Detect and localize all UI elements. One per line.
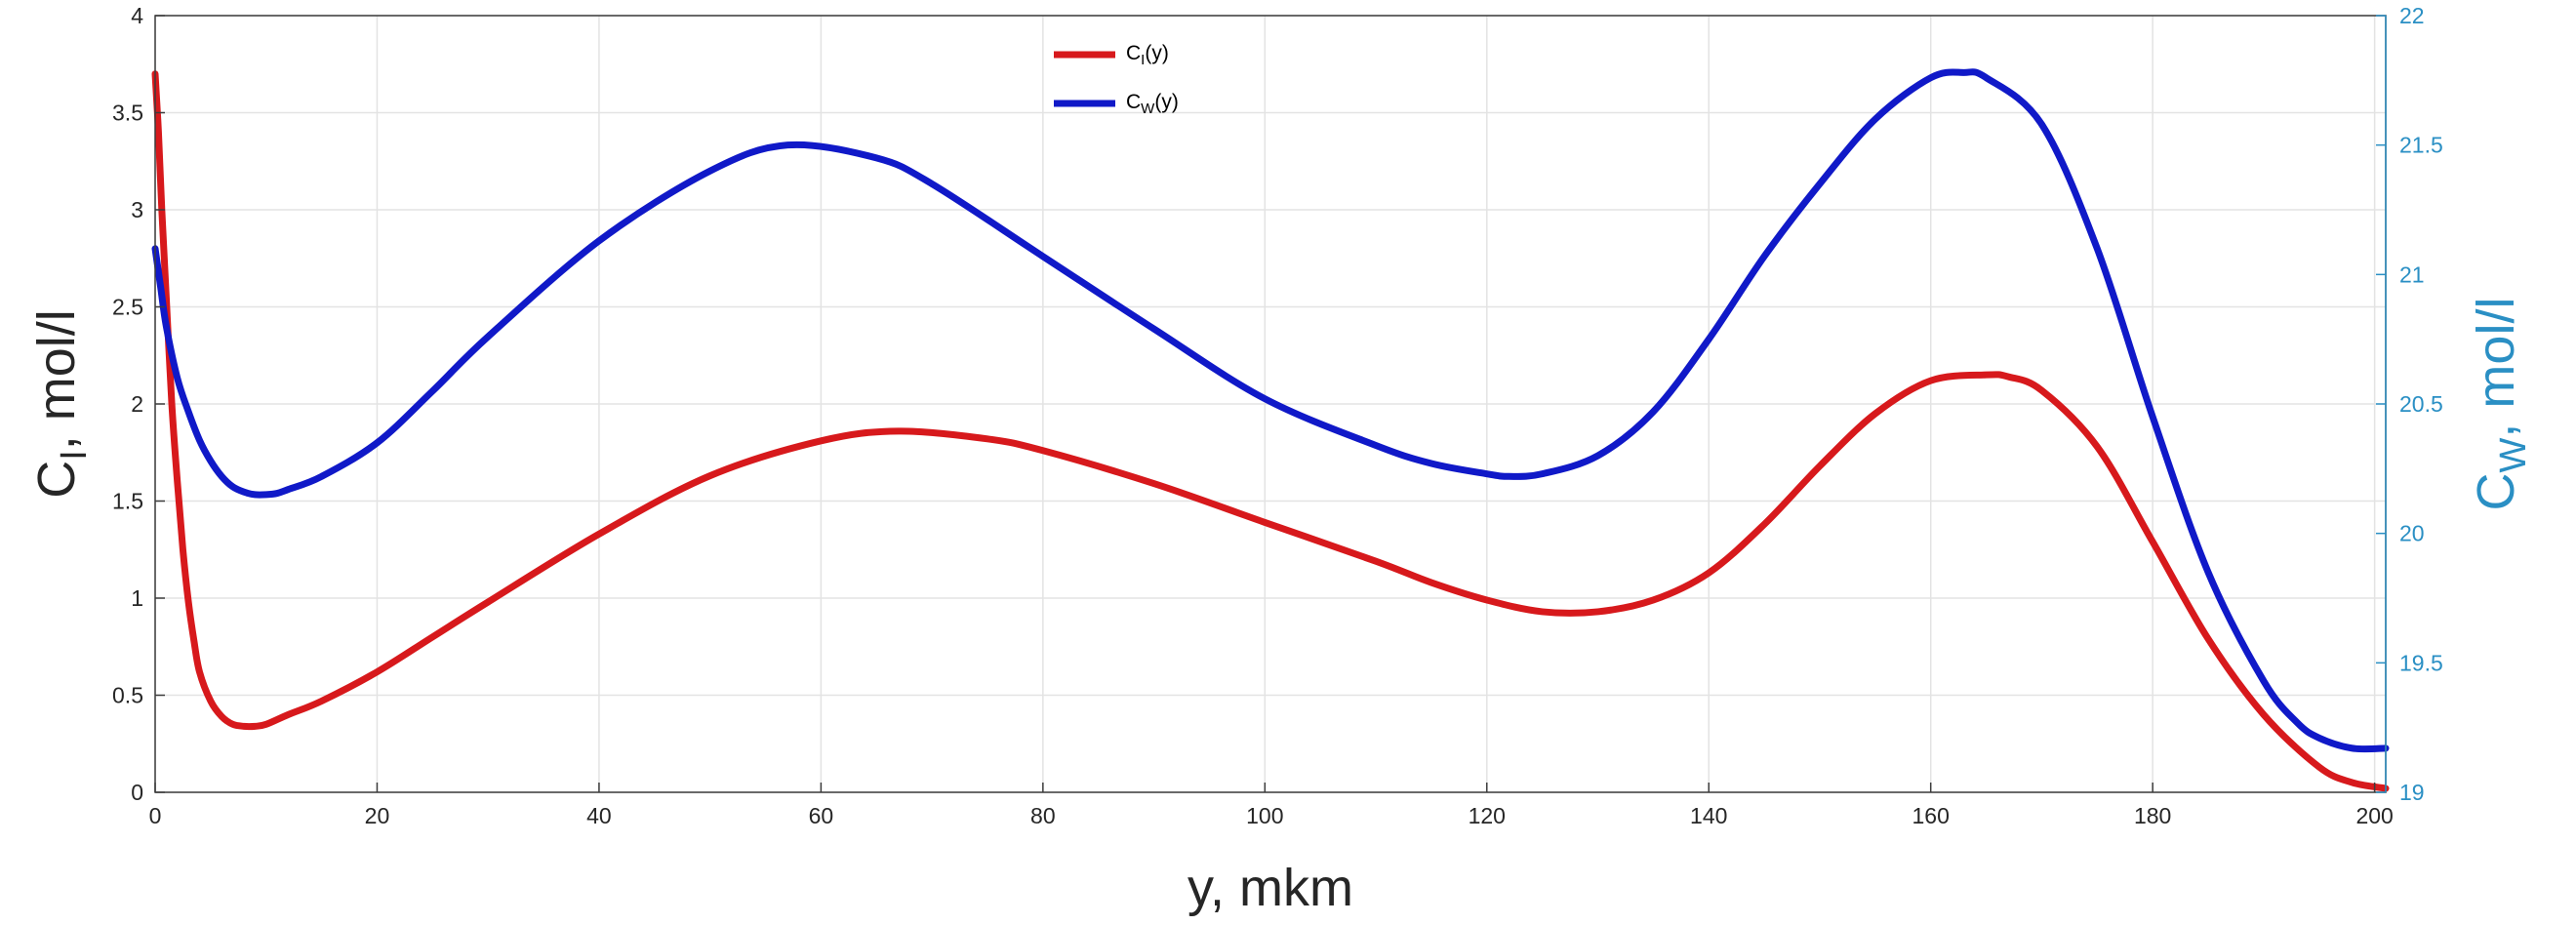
y-tick-label: 2 bbox=[131, 391, 143, 417]
y2-tick-label: 19.5 bbox=[2399, 650, 2443, 675]
y2-tick-label: 20 bbox=[2399, 521, 2425, 546]
svg-text:CW(y): CW(y) bbox=[1126, 91, 1179, 117]
y2-tick-label: 21 bbox=[2399, 261, 2425, 287]
y2-axis-label-main: C bbox=[2467, 472, 2525, 510]
y2-tick-label: 22 bbox=[2399, 3, 2425, 28]
y-axis-label-left: CI, mol/l bbox=[27, 309, 95, 499]
x-tick-label: 0 bbox=[149, 803, 162, 828]
legend-entry-ci: CI(y) bbox=[1054, 42, 1169, 68]
x-tick-label: 20 bbox=[365, 803, 390, 828]
svg-text:CW, mol/l: CW, mol/l bbox=[2467, 298, 2534, 511]
x-tick-label: 80 bbox=[1030, 803, 1056, 828]
y-axis-label-rest: , mol/l bbox=[27, 309, 86, 450]
legend-label-ci-rest: (y) bbox=[1145, 42, 1169, 64]
x-tick-label: 180 bbox=[2134, 803, 2171, 828]
axes-ticks: 0 20 40 60 80 100 120 140 160 180 200 0 0.5 1 1.5 2 2.5 3… bbox=[112, 3, 2443, 828]
x-tick-label: 160 bbox=[1912, 803, 1950, 828]
y-axis-label-right: CW, mol/l bbox=[2467, 298, 2534, 511]
legend-label-ci-sub: I bbox=[1141, 52, 1145, 68]
x-tick-label: 200 bbox=[2355, 803, 2393, 828]
y2-tick-label: 19 bbox=[2399, 780, 2425, 805]
legend-entry-cw: CW(y) bbox=[1054, 91, 1179, 117]
x-axis-label: y, mkm bbox=[1187, 859, 1353, 917]
legend-label-cw-rest: (y) bbox=[1154, 91, 1179, 113]
legend-label-ci-main: C bbox=[1126, 42, 1141, 64]
series-line-ci bbox=[151, 70, 2390, 792]
y-tick-label: 4 bbox=[131, 3, 143, 28]
y-tick-label: 2.5 bbox=[112, 295, 143, 320]
y2-axis-label-sub: W bbox=[2493, 437, 2534, 472]
legend-label-cw-main: C bbox=[1126, 91, 1141, 113]
y-tick-label: 3.5 bbox=[112, 101, 143, 126]
x-tick-label: 60 bbox=[809, 803, 834, 828]
series-line-cw bbox=[151, 68, 2390, 753]
y-tick-label: 1 bbox=[131, 585, 143, 611]
y-tick-label: 1.5 bbox=[112, 489, 143, 514]
y-tick-label: 0 bbox=[131, 780, 143, 805]
y2-tick-label: 21.5 bbox=[2399, 133, 2443, 158]
x-tick-label: 140 bbox=[1690, 803, 1727, 828]
x-tick-label: 100 bbox=[1246, 803, 1283, 828]
svg-text:CI(y): CI(y) bbox=[1126, 42, 1169, 68]
svg-text:CI, mol/l: CI, mol/l bbox=[27, 309, 95, 499]
legend-label-cw-sub: W bbox=[1141, 101, 1155, 117]
legend: CI(y) CW(y) bbox=[1054, 42, 1179, 117]
series-lines bbox=[151, 68, 2390, 792]
y2-axis-label-rest: , mol/l bbox=[2467, 298, 2525, 438]
y2-tick-label: 20.5 bbox=[2399, 391, 2443, 417]
y-tick-label: 3 bbox=[131, 197, 143, 222]
y-tick-label: 0.5 bbox=[112, 683, 143, 708]
y-axis-label-main: C bbox=[27, 461, 86, 499]
x-tick-label: 120 bbox=[1469, 803, 1506, 828]
x-tick-label: 40 bbox=[586, 803, 612, 828]
y-axis-label-sub: I bbox=[54, 450, 95, 461]
